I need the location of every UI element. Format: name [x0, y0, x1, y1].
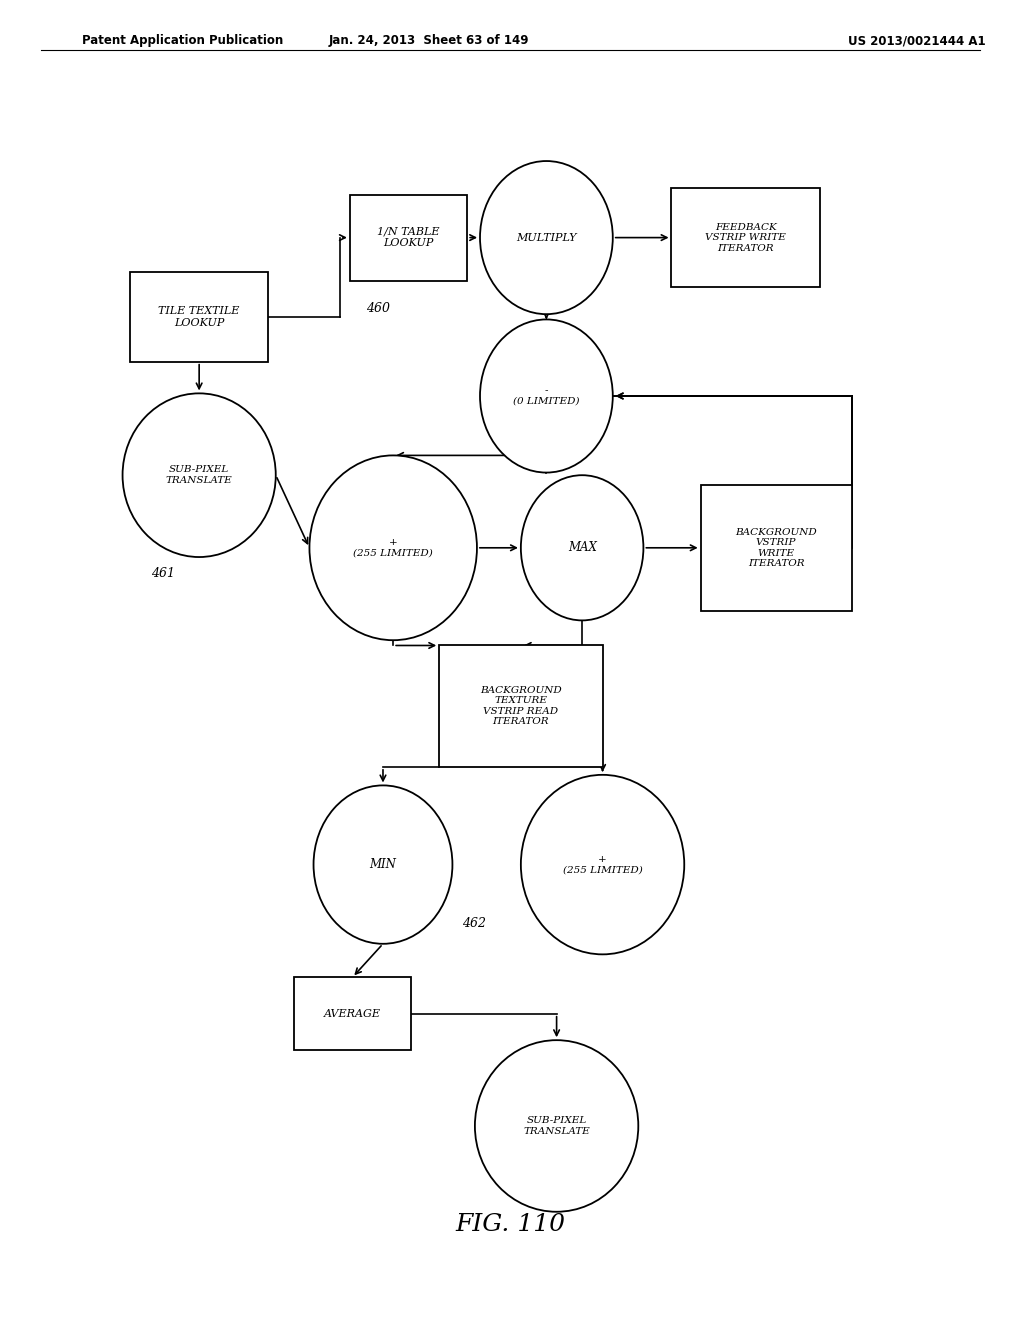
Text: BACKGROUND
VSTRIP
WRITE
ITERATOR: BACKGROUND VSTRIP WRITE ITERATOR: [735, 528, 817, 568]
FancyBboxPatch shape: [672, 189, 819, 288]
Text: -
(0 LIMITED): - (0 LIMITED): [513, 387, 580, 405]
Ellipse shape: [521, 775, 684, 954]
FancyBboxPatch shape: [439, 645, 602, 767]
Text: BACKGROUND
TEXTURE
VSTRIP READ
ITERATOR: BACKGROUND TEXTURE VSTRIP READ ITERATOR: [480, 686, 562, 726]
Text: FIG. 110: FIG. 110: [456, 1213, 565, 1237]
Ellipse shape: [123, 393, 275, 557]
Text: 461: 461: [152, 566, 175, 579]
Text: Jan. 24, 2013  Sheet 63 of 149: Jan. 24, 2013 Sheet 63 of 149: [329, 34, 529, 48]
Text: MIN: MIN: [370, 858, 396, 871]
Text: Patent Application Publication: Patent Application Publication: [82, 34, 283, 48]
Text: FEEDBACK
VSTRIP WRITE
ITERATOR: FEEDBACK VSTRIP WRITE ITERATOR: [706, 223, 786, 252]
FancyBboxPatch shape: [294, 977, 411, 1051]
Text: 1/N TABLE
LOOKUP: 1/N TABLE LOOKUP: [377, 227, 439, 248]
Ellipse shape: [313, 785, 453, 944]
Ellipse shape: [480, 319, 612, 473]
Text: TILE TEXTILE
LOOKUP: TILE TEXTILE LOOKUP: [159, 306, 240, 327]
Text: SUB-PIXEL
TRANSLATE: SUB-PIXEL TRANSLATE: [523, 1117, 590, 1135]
Text: US 2013/0021444 A1: US 2013/0021444 A1: [848, 34, 985, 48]
Text: SUB-PIXEL
TRANSLATE: SUB-PIXEL TRANSLATE: [166, 466, 232, 484]
Text: +
(255 LIMITED): + (255 LIMITED): [562, 855, 642, 874]
Text: 460: 460: [366, 301, 389, 314]
FancyBboxPatch shape: [700, 486, 852, 610]
Text: MAX: MAX: [567, 541, 597, 554]
Ellipse shape: [475, 1040, 638, 1212]
Ellipse shape: [521, 475, 643, 620]
Text: MULTIPLY: MULTIPLY: [516, 232, 577, 243]
Text: 462: 462: [462, 916, 485, 929]
FancyBboxPatch shape: [350, 195, 467, 281]
Ellipse shape: [309, 455, 477, 640]
FancyBboxPatch shape: [130, 272, 268, 362]
Text: +
(255 LIMITED): + (255 LIMITED): [353, 539, 433, 557]
Ellipse shape: [480, 161, 612, 314]
Text: AVERAGE: AVERAGE: [324, 1008, 381, 1019]
